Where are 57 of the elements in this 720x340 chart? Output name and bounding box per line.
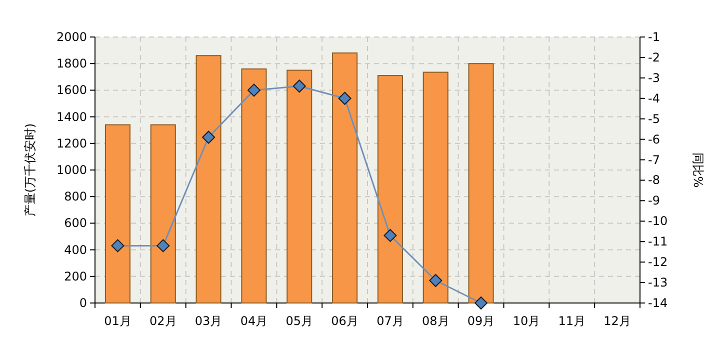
bar [468, 63, 494, 304]
y2-tick-label: -5 [648, 112, 660, 126]
y2-tick-label: -13 [648, 276, 668, 290]
y-tick-label: 400 [64, 242, 87, 257]
point [384, 228, 397, 242]
y2-tick-label: -3 [648, 70, 660, 85]
y-tick-label: 1200 [56, 136, 87, 150]
point [338, 92, 352, 105]
y2-tick-label: -6 [648, 132, 660, 146]
point [111, 239, 124, 252]
x-tick-label: 09月 [467, 314, 495, 328]
bar [241, 68, 267, 304]
y2-tick-label: -2 [648, 50, 660, 64]
y-tick-label: 1800 [56, 56, 87, 71]
x-tick-label: 06月 [331, 314, 358, 328]
y-axis-title: 产量(万千伏安时) [23, 123, 37, 217]
y2-tick-label: -10 [648, 214, 668, 228]
y2-axis-title: 同比% [691, 152, 705, 188]
y-tick-label: 1400 [56, 110, 87, 124]
point [429, 274, 442, 287]
y2-tick-label: -9 [648, 194, 660, 208]
y-tick-label: 600 [64, 216, 87, 230]
point [156, 239, 170, 252]
y2-tick-label: -14 [648, 296, 668, 310]
point [474, 296, 488, 310]
y-tick-label: 2000 [56, 30, 87, 44]
y-tick-label: 0 [79, 296, 87, 310]
y2-tick-label: -7 [648, 152, 660, 167]
y-tick-label: 1000 [56, 163, 87, 177]
bar [422, 72, 448, 304]
x-tick-label: 01月 [104, 314, 132, 328]
x-tick-label: 05月 [286, 314, 314, 328]
bar [104, 124, 130, 304]
y2-tick-label: -12 [648, 255, 668, 270]
x-tick-label: 11月 [558, 314, 586, 328]
y2-tick-label: -1 [648, 30, 660, 44]
y-tick-label: 200 [64, 269, 87, 284]
x-tick-label: 04月 [240, 314, 268, 328]
point [292, 80, 306, 93]
bar [150, 124, 176, 304]
y-tick-label: 800 [64, 190, 87, 204]
y-tick-label: 1600 [56, 83, 87, 98]
bar [286, 70, 312, 304]
point [247, 84, 260, 97]
x-tick-label: 08月 [422, 314, 450, 328]
point [202, 130, 216, 144]
y2-tick-label: -11 [648, 234, 668, 249]
bar [196, 55, 222, 304]
bar [332, 52, 358, 304]
x-tick-label: 03月 [194, 314, 222, 328]
x-tick-label: 10月 [512, 314, 540, 328]
x-tick-label: 07月 [376, 314, 404, 328]
x-tick-label: 12月 [604, 314, 631, 328]
y2-tick-label: -4 [648, 91, 660, 106]
bar [377, 75, 403, 304]
y2-tick-label: -8 [648, 173, 660, 188]
x-tick-label: 02月 [149, 314, 177, 328]
